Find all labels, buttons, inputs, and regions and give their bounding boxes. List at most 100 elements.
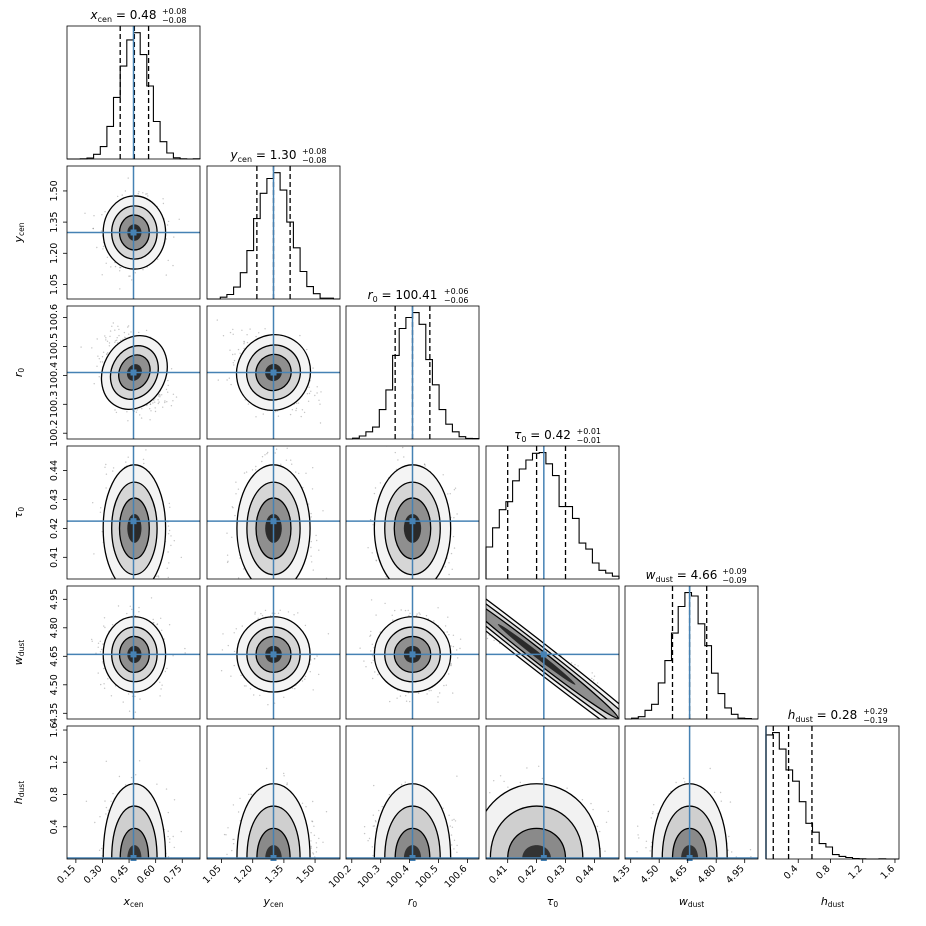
scatter-point: [406, 581, 407, 582]
scatter-panel-0-1: [66, 165, 201, 300]
scatter-point: [127, 177, 129, 179]
scatter-point: [91, 638, 93, 641]
scatter-point: [295, 407, 298, 410]
scatter-point: [165, 274, 167, 276]
scatter-point: [280, 463, 282, 465]
scatter-point: [92, 227, 95, 230]
scatter-point: [257, 584, 258, 585]
scatter-point: [374, 487, 377, 489]
scatter-point: [172, 400, 174, 402]
scatter-point: [105, 262, 107, 264]
scatter-point: [430, 602, 431, 603]
scatter-point: [439, 590, 440, 591]
scatter-point: [101, 356, 104, 358]
scatter-point: [165, 238, 167, 240]
scatter-point: [173, 540, 175, 542]
scatter-point: [154, 401, 156, 403]
scatter-point: [159, 681, 161, 683]
scatter-point: [226, 561, 229, 564]
truth-marker: [130, 651, 137, 658]
scatter-point: [93, 553, 95, 555]
scatter-point: [92, 227, 94, 230]
scatter-point: [232, 362, 234, 364]
scatter-point: [134, 582, 135, 583]
scatter-point: [127, 325, 130, 327]
scatter-point: [229, 331, 232, 334]
scatter-point: [106, 425, 107, 426]
scatter-point: [136, 409, 138, 411]
scatter-point: [285, 459, 288, 461]
scatter-point: [100, 683, 102, 686]
scatter-point: [302, 486, 304, 489]
scatter-point: [307, 400, 310, 402]
scatter-point: [115, 596, 116, 597]
scatter-point: [127, 326, 129, 328]
scatter-point: [315, 534, 317, 537]
panel-frame: [345, 445, 480, 580]
scatter-point: [145, 329, 148, 332]
scatter-point: [156, 623, 158, 626]
scatter-point: [173, 236, 175, 238]
scatter-point: [103, 625, 105, 627]
scatter-point: [153, 399, 155, 402]
panel-frame: [206, 445, 341, 580]
scatter-point: [246, 341, 249, 344]
scatter-point: [295, 471, 297, 473]
scatter-point: [147, 195, 149, 197]
scatter-point: [154, 410, 157, 413]
scatter-point: [233, 364, 235, 366]
scatter-point: [423, 593, 424, 594]
scatter-point: [308, 386, 310, 388]
scatter-panel-0-3: [66, 425, 201, 597]
scatter-point: [261, 456, 264, 458]
scatter-point: [291, 409, 294, 411]
scatter-point: [104, 335, 106, 337]
scatter-point: [146, 193, 148, 195]
scatter-point: [275, 448, 278, 450]
scatter-point: [276, 589, 277, 590]
scatter-point: [126, 411, 128, 413]
scatter-point: [235, 493, 237, 495]
scatter-point: [172, 393, 175, 395]
scatter-point: [102, 248, 104, 250]
scatter-point: [168, 624, 171, 626]
scatter-point: [415, 581, 416, 582]
scatter-point: [277, 415, 280, 417]
scatter-point: [422, 598, 423, 599]
scatter-point: [99, 651, 102, 653]
scatter-point: [142, 458, 145, 461]
scatter-point: [311, 561, 313, 563]
scatter-point: [308, 392, 311, 395]
scatter-point: [312, 367, 314, 369]
scatter-point: [114, 589, 115, 590]
scatter-point: [216, 319, 218, 321]
scatter-point: [167, 259, 169, 262]
scatter-point: [322, 510, 324, 512]
scatter-point: [170, 405, 173, 407]
scatter-point: [115, 596, 116, 597]
scatter-point: [396, 580, 397, 581]
scatter-point: [278, 599, 279, 600]
scatter-point: [170, 544, 172, 547]
scatter-point: [91, 347, 93, 349]
scatter-point: [236, 605, 237, 606]
scatter-point: [404, 588, 405, 589]
scatter-point: [119, 270, 121, 272]
scatter-point: [170, 535, 172, 537]
panel-frame: [66, 305, 201, 440]
scatter-point: [234, 353, 236, 355]
scatter-point: [111, 325, 113, 327]
scatter-point: [105, 463, 107, 466]
scatter-point: [154, 398, 156, 400]
scatter-panel-0-4: [66, 585, 201, 720]
scatter-point: [166, 401, 168, 403]
scatter-point: [175, 396, 178, 398]
scatter-point: [232, 328, 234, 331]
scatter-point: [375, 559, 377, 561]
scatter-point: [166, 667, 168, 670]
scatter-point: [379, 482, 382, 484]
scatter-point: [165, 388, 168, 391]
scatter-point: [158, 393, 160, 395]
scatter-point: [243, 341, 245, 343]
scatter-point: [419, 595, 420, 596]
